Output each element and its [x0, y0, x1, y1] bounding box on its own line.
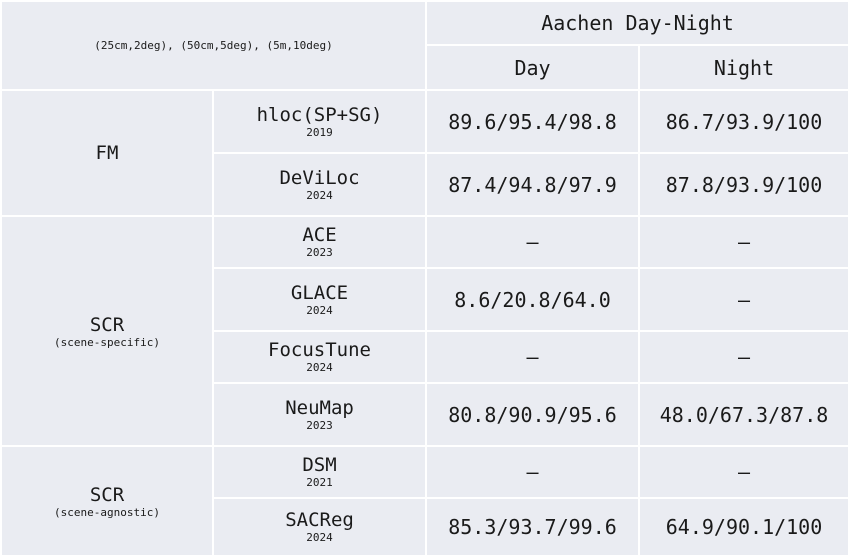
table-row: SACReg 2024 85.3/93.7/99.6 64.9/90.1/100	[1, 497, 848, 557]
method-cell: SACReg 2024	[211, 497, 428, 557]
method-year: 2023	[306, 418, 333, 432]
method-year: 2024	[306, 303, 333, 317]
night-value: 64.9/90.1/100	[638, 497, 848, 557]
method-year: 2021	[306, 476, 333, 489]
night-value: –	[638, 330, 848, 384]
group-sublabel: (scene-specific)	[54, 335, 160, 349]
method-year: 2024	[306, 361, 333, 374]
group-label: SCR	[89, 483, 125, 506]
day-value: 87.4/94.8/97.9	[425, 152, 641, 217]
method-cell: FocusTune 2024	[211, 330, 428, 384]
group-cell-scr-specific: SCR (scene-specific)	[0, 215, 214, 447]
method-name: hloc(SP+SG)	[256, 103, 383, 126]
method-cell: DSM 2021	[211, 445, 428, 499]
table-row: SCR (scene-agnostic) DSM 2021 – –	[0, 445, 848, 557]
night-value: 48.0/67.3/87.8	[638, 382, 848, 447]
night-value: –	[638, 445, 848, 499]
method-name: NeuMap	[285, 396, 354, 419]
method-year: 2024	[306, 531, 333, 544]
day-value: 80.8/90.9/95.6	[425, 382, 641, 447]
table-row: FocusTune 2024 – –	[1, 330, 848, 384]
method-name: DSM	[302, 454, 337, 476]
day-value: –	[425, 330, 641, 384]
day-value: 85.3/93.7/99.6	[425, 497, 641, 557]
method-name: SACReg	[285, 509, 354, 531]
method-name: FocusTune	[268, 339, 371, 361]
group-label: SCR	[89, 313, 125, 336]
table-row: FM hloc(SP+SG) 2019 89.6/95.4/98.8 86.7/…	[0, 89, 848, 217]
day-column-header: Day	[425, 44, 641, 91]
night-column-header: Night	[638, 44, 848, 91]
method-name: ACE	[302, 224, 337, 246]
method-name: GLACE	[290, 281, 349, 304]
night-value: –	[638, 267, 848, 332]
group-sublabel: (scene-agnostic)	[54, 505, 160, 519]
method-year: 2024	[306, 188, 333, 202]
dataset-header: Aachen Day-Night	[425, 0, 848, 46]
method-cell: ACE 2023	[211, 215, 428, 269]
night-value: –	[638, 215, 848, 269]
method-name: DeViLoc	[279, 166, 360, 189]
table-row: GLACE 2024 8.6/20.8/64.0 –	[1, 267, 848, 332]
metric-header: (25cm,2deg), (50cm,5deg), (5m,10deg)	[0, 0, 428, 91]
table-row: SCR (scene-specific) ACE 2023 – –	[0, 215, 848, 447]
day-value: –	[425, 215, 641, 269]
day-value: –	[425, 445, 641, 499]
method-year: 2023	[306, 246, 333, 259]
method-cell: DeViLoc 2024	[211, 152, 428, 217]
group-cell-scr-agnostic: SCR (scene-agnostic)	[0, 445, 214, 557]
method-cell: GLACE 2024	[211, 267, 428, 332]
header-row-1: (25cm,2deg), (50cm,5deg), (5m,10deg) Aac…	[0, 0, 848, 91]
header-row-2: Day Night	[1, 44, 848, 91]
method-cell: NeuMap 2023	[211, 382, 428, 447]
group-label: FM	[95, 142, 119, 164]
day-value: 8.6/20.8/64.0	[425, 267, 641, 332]
day-value: 89.6/95.4/98.8	[425, 89, 641, 154]
group-cell-fm: FM	[0, 89, 214, 217]
method-cell: hloc(SP+SG) 2019	[211, 89, 428, 154]
table-row: NeuMap 2023 80.8/90.9/95.6 48.0/67.3/87.…	[1, 382, 848, 447]
method-year: 2019	[306, 125, 333, 139]
table-row: DeViLoc 2024 87.4/94.8/97.9 87.8/93.9/10…	[1, 152, 848, 217]
night-value: 87.8/93.9/100	[638, 152, 848, 217]
night-value: 86.7/93.9/100	[638, 89, 848, 154]
